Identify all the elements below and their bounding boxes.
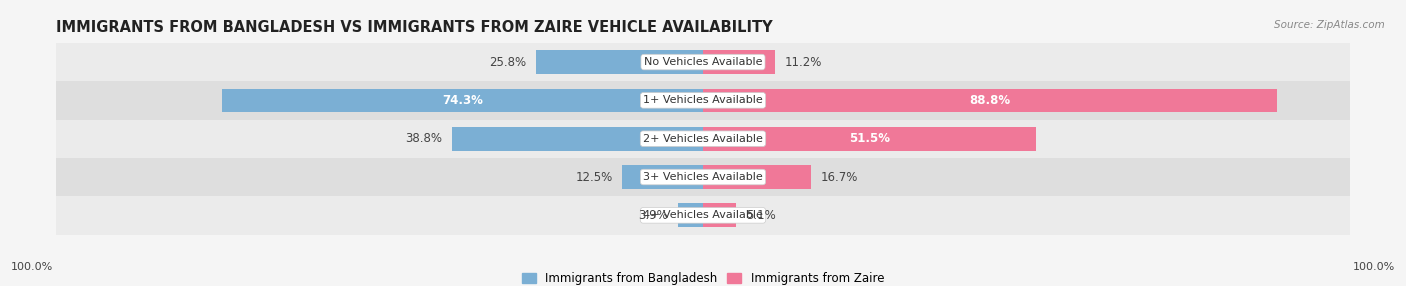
- Text: 16.7%: 16.7%: [821, 170, 858, 184]
- Text: 11.2%: 11.2%: [785, 55, 823, 69]
- Text: No Vehicles Available: No Vehicles Available: [644, 57, 762, 67]
- Bar: [703, 203, 735, 227]
- Text: 5.1%: 5.1%: [745, 209, 776, 222]
- Bar: [222, 88, 703, 112]
- Text: 74.3%: 74.3%: [443, 94, 484, 107]
- Bar: [621, 165, 703, 189]
- Text: 1+ Vehicles Available: 1+ Vehicles Available: [643, 96, 763, 105]
- Text: 12.5%: 12.5%: [575, 170, 613, 184]
- Bar: [703, 50, 776, 74]
- Text: 25.8%: 25.8%: [489, 55, 526, 69]
- Text: 100.0%: 100.0%: [1353, 262, 1395, 272]
- Text: 88.8%: 88.8%: [970, 94, 1011, 107]
- Text: 3.9%: 3.9%: [638, 209, 668, 222]
- Text: 2+ Vehicles Available: 2+ Vehicles Available: [643, 134, 763, 144]
- Bar: [703, 127, 1036, 151]
- Bar: [703, 165, 811, 189]
- Legend: Immigrants from Bangladesh, Immigrants from Zaire: Immigrants from Bangladesh, Immigrants f…: [517, 267, 889, 286]
- Text: Source: ZipAtlas.com: Source: ZipAtlas.com: [1274, 20, 1385, 30]
- Text: 38.8%: 38.8%: [405, 132, 443, 145]
- Bar: [56, 81, 1350, 120]
- Bar: [56, 158, 1350, 196]
- Bar: [56, 120, 1350, 158]
- Text: 100.0%: 100.0%: [11, 262, 53, 272]
- Bar: [56, 43, 1350, 81]
- Text: 4+ Vehicles Available: 4+ Vehicles Available: [643, 210, 763, 220]
- Bar: [536, 50, 703, 74]
- Text: 3+ Vehicles Available: 3+ Vehicles Available: [643, 172, 763, 182]
- Text: 51.5%: 51.5%: [849, 132, 890, 145]
- Text: IMMIGRANTS FROM BANGLADESH VS IMMIGRANTS FROM ZAIRE VEHICLE AVAILABILITY: IMMIGRANTS FROM BANGLADESH VS IMMIGRANTS…: [56, 20, 773, 35]
- Bar: [678, 203, 703, 227]
- Bar: [453, 127, 703, 151]
- Bar: [56, 196, 1350, 235]
- Bar: [703, 88, 1277, 112]
